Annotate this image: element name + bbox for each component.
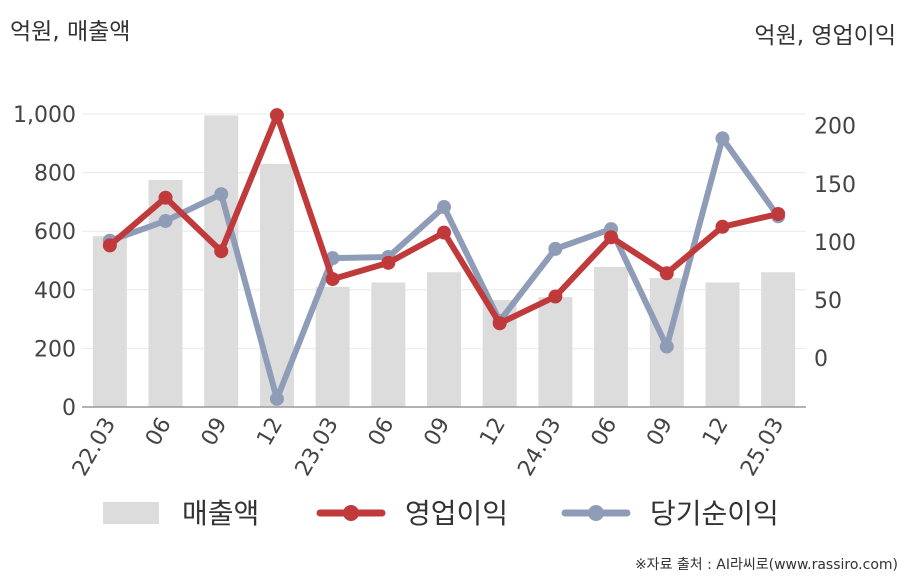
legend-label-당기순이익: 당기순이익 — [650, 497, 779, 530]
x-tick-label: 22.03 — [68, 414, 121, 481]
point-당기순이익-1 — [158, 213, 173, 228]
point-영업이익-0 — [102, 238, 117, 253]
line-series — [102, 108, 786, 406]
x-tick-label: 06 — [364, 414, 400, 451]
point-영업이익-6 — [437, 225, 451, 240]
legend-label-영업이익: 영업이익 — [405, 497, 508, 530]
point-영업이익-5 — [381, 255, 396, 270]
right-axis-unit: 억원, 영업이익 — [754, 23, 896, 49]
x-tick-label: 25.03 — [736, 414, 789, 481]
y-right-tick-label: 50 — [814, 289, 842, 314]
point-영업이익-9 — [604, 230, 619, 245]
bar-06 — [594, 266, 629, 407]
y-right-tick-label: 200 — [814, 115, 856, 140]
point-영업이익-3 — [269, 108, 284, 123]
point-당기순이익-3 — [269, 391, 284, 406]
y-left-tick-label: 800 — [34, 162, 76, 187]
point-당기순이익-10 — [659, 339, 674, 354]
point-영업이익-8 — [548, 289, 563, 304]
bar-22.03 — [92, 236, 127, 407]
x-tick-label: 09 — [197, 414, 233, 451]
x-tick-label: 23.03 — [291, 414, 344, 481]
y-left-tick-label: 400 — [34, 279, 76, 304]
point-당기순이익-11 — [715, 131, 730, 146]
legend-label-매출액: 매출액 — [182, 497, 259, 530]
point-영업이익-11 — [715, 219, 730, 234]
point-영업이익-12 — [771, 206, 786, 221]
y-left-tick-label: 200 — [34, 337, 76, 362]
bar-12 — [705, 282, 740, 407]
point-당기순이익-6 — [437, 200, 451, 215]
legend-swatch-매출액 — [103, 502, 159, 524]
left-y-axis: 0 200 400 600 800 1,000 — [13, 103, 76, 421]
x-tick-label: 12 — [698, 414, 734, 451]
x-tick-labels: 22.03 06 09 12 23.03 06 09 12 24.03 06 09 12 25.03 — [68, 414, 789, 481]
legend-swatch-dot-영업이익 — [343, 505, 359, 521]
point-영업이익-10 — [659, 266, 674, 281]
x-tick-label: 09 — [642, 414, 678, 451]
x-tick-label: 12 — [252, 414, 288, 451]
point-영업이익-7 — [492, 316, 507, 331]
legend: 매출액 영업이익 당기순이익 — [103, 497, 779, 530]
bar-09 — [427, 272, 461, 407]
bar-06 — [371, 282, 406, 407]
point-영업이익-1 — [158, 190, 173, 205]
x-tick-label: 09 — [420, 414, 456, 451]
point-당기순이익-8 — [548, 241, 563, 256]
x-tick-label: 06 — [587, 414, 623, 451]
y-left-tick-label: 1,000 — [13, 103, 76, 128]
x-tick-label: 24.03 — [513, 414, 566, 481]
y-left-tick-label: 0 — [62, 396, 76, 421]
bar-24.03 — [538, 297, 573, 407]
bar-25.03 — [761, 272, 796, 407]
legend-swatch-dot-당기순이익 — [588, 505, 604, 521]
bar-23.03 — [315, 286, 350, 407]
source-credit: ※자료 출처 : AI라씨로(www.rassiro.com) — [634, 557, 898, 573]
left-axis-unit: 억원, 매출액 — [10, 19, 131, 45]
point-영업이익-4 — [325, 272, 340, 287]
x-tick-label: 12 — [475, 414, 511, 451]
y-left-tick-label: 600 — [34, 220, 76, 245]
right-y-axis: 0 50 100 150 200 — [814, 115, 856, 373]
point-영업이익-2 — [214, 244, 229, 259]
point-당기순이익-2 — [214, 187, 229, 202]
y-right-tick-label: 100 — [814, 231, 856, 256]
bar-09 — [204, 115, 239, 407]
y-right-tick-label: 0 — [814, 347, 828, 372]
y-right-tick-label: 150 — [814, 173, 856, 198]
x-tick-label: 06 — [141, 414, 177, 451]
